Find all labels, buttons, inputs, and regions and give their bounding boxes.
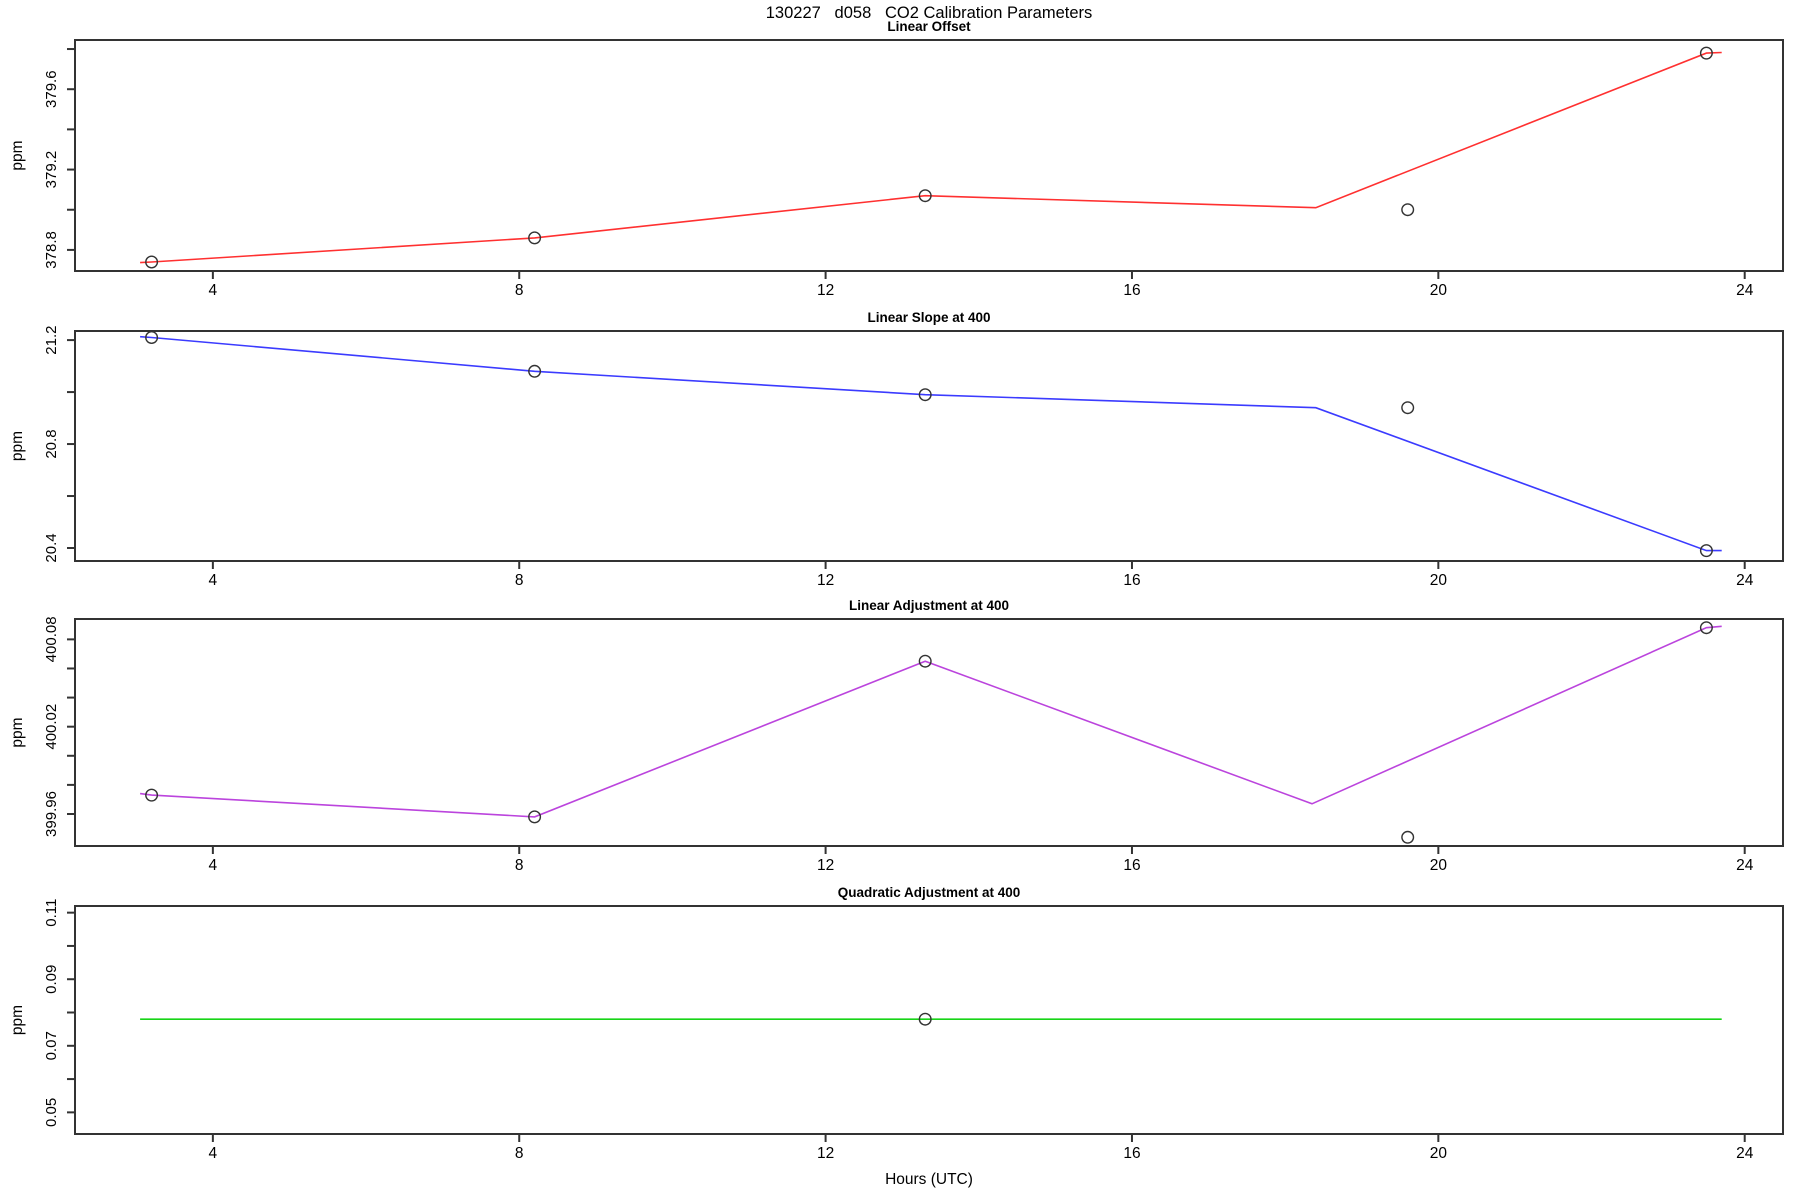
panel-box bbox=[74, 618, 1784, 847]
y-tick-label: 379.6 bbox=[43, 70, 60, 108]
x-tick-label: 20 bbox=[1430, 1145, 1448, 1162]
series-line bbox=[139, 625, 1722, 818]
y-tick-label: 400.02 bbox=[43, 704, 60, 750]
data-point bbox=[145, 255, 159, 269]
series-line bbox=[140, 335, 1722, 552]
y-tick-label: 0.05 bbox=[43, 1098, 60, 1127]
panel-3: 0.05 0.07 0.09 0.11 ppm 4 8 12 16 20 24 bbox=[9, 899, 1784, 1162]
x-tick-label: 20 bbox=[1430, 857, 1448, 874]
x-tick-label: 4 bbox=[209, 857, 218, 874]
x-tick-label: 24 bbox=[1736, 857, 1754, 874]
main-title: 130227 d058 CO2 Calibration Parameters bbox=[765, 4, 1093, 22]
data-point-isolated bbox=[1401, 830, 1415, 844]
y-axis-unit-label: ppm bbox=[9, 431, 26, 461]
panel-box bbox=[74, 39, 1784, 272]
panel-1: 20.4 20.8 21.2 ppm 4 8 12 16 20 24 bbox=[9, 325, 1784, 589]
y-tick-label: 20.4 bbox=[43, 533, 60, 562]
x-tick-label: 24 bbox=[1736, 1145, 1754, 1162]
y-tick-label: 0.07 bbox=[43, 1031, 60, 1060]
x-tick-label: 12 bbox=[817, 1145, 834, 1162]
y-tick-label: 20.8 bbox=[43, 429, 60, 458]
panel-title-linear-slope: Linear Slope at 400 bbox=[867, 310, 991, 325]
data-point bbox=[1699, 544, 1713, 558]
data-point bbox=[918, 1012, 932, 1026]
y-tick-label: 379.2 bbox=[43, 151, 60, 189]
panel-box bbox=[74, 330, 1784, 562]
data-point bbox=[528, 810, 542, 824]
data-point-isolated bbox=[1401, 203, 1415, 217]
panel-2: 399.96 400.02 400.08 ppm 4 8 12 16 20 24 bbox=[9, 616, 1784, 874]
panel-title-linear-offset: Linear Offset bbox=[887, 19, 971, 34]
y-tick-label: 0.09 bbox=[43, 965, 60, 994]
panel-title-quadratic-adjustment: Quadratic Adjustment at 400 bbox=[837, 885, 1021, 900]
data-point bbox=[145, 788, 159, 802]
y-tick-label: 378.8 bbox=[43, 231, 60, 269]
series-line bbox=[140, 51, 1722, 264]
y-tick-label: 399.96 bbox=[43, 791, 60, 837]
data-point bbox=[145, 331, 159, 345]
data-point bbox=[1699, 46, 1713, 60]
x-tick-label: 4 bbox=[209, 282, 218, 299]
x-tick-label: 16 bbox=[1123, 857, 1140, 874]
y-tick-label: 21.2 bbox=[43, 325, 60, 354]
x-tick-label: 20 bbox=[1430, 282, 1448, 299]
y-axis-unit-label: ppm bbox=[9, 717, 26, 747]
data-point bbox=[1699, 621, 1713, 635]
y-axis-unit-label: ppm bbox=[9, 1005, 26, 1035]
x-tick-label: 8 bbox=[515, 282, 524, 299]
x-tick-label: 8 bbox=[515, 857, 524, 874]
y-tick-label: 400.08 bbox=[43, 616, 60, 662]
x-tick-label: 24 bbox=[1736, 572, 1754, 589]
x-tick-label: 4 bbox=[209, 1145, 218, 1162]
x-axis-title: Hours (UTC) bbox=[885, 1171, 973, 1188]
y-axis-unit-label: ppm bbox=[9, 140, 26, 170]
data-point bbox=[528, 231, 542, 245]
panel-title-linear-adjustment: Linear Adjustment at 400 bbox=[848, 598, 1010, 613]
x-tick-label: 20 bbox=[1430, 572, 1448, 589]
x-tick-label: 12 bbox=[817, 857, 834, 874]
y-tick-label: 0.11 bbox=[43, 899, 60, 927]
x-tick-label: 12 bbox=[817, 282, 834, 299]
x-tick-label: 8 bbox=[515, 1145, 524, 1162]
data-point bbox=[528, 364, 542, 378]
x-tick-label: 16 bbox=[1123, 572, 1140, 589]
x-tick-label: 16 bbox=[1123, 1145, 1140, 1162]
data-point bbox=[918, 388, 932, 402]
panel-0: 378.8 379.2 379.6 ppm 4 8 12 16 20 24 bbox=[9, 39, 1784, 299]
data-point-isolated bbox=[1401, 401, 1415, 415]
panel-box bbox=[74, 905, 1784, 1135]
x-tick-label: 16 bbox=[1123, 282, 1140, 299]
x-tick-label: 4 bbox=[209, 572, 218, 589]
x-tick-label: 12 bbox=[817, 572, 834, 589]
x-tick-label: 24 bbox=[1736, 282, 1754, 299]
data-point bbox=[918, 654, 932, 668]
x-tick-label: 8 bbox=[515, 572, 524, 589]
data-point bbox=[918, 189, 932, 203]
